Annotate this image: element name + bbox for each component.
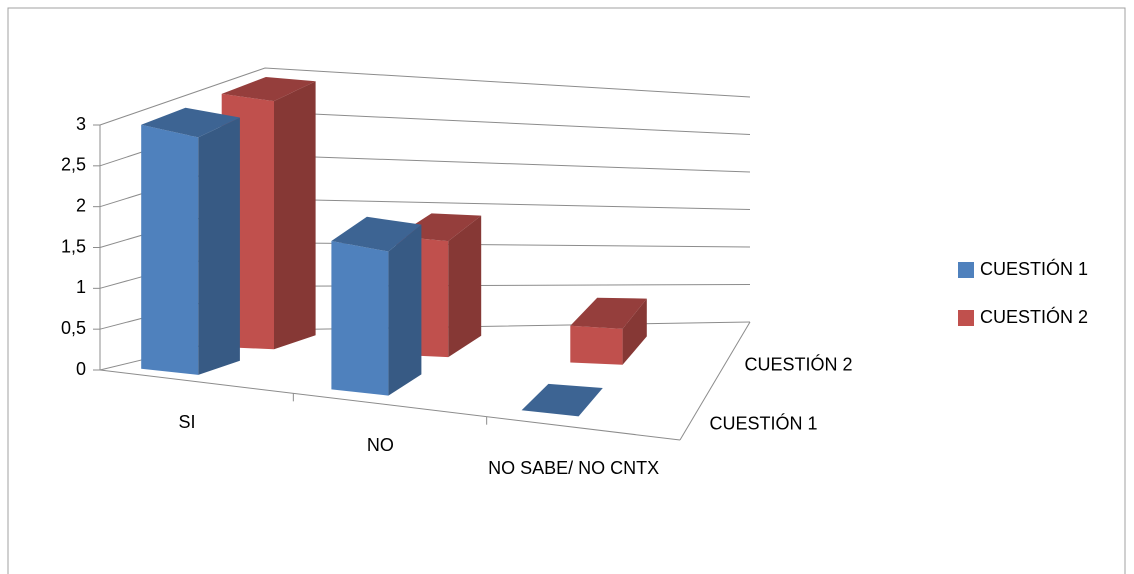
legend-swatch (958, 310, 974, 326)
x-axis (99, 369, 681, 441)
depth-tick-label: CUESTIÓN 1 (710, 412, 818, 433)
bar-front (570, 325, 623, 365)
y-tick-label: 1 (76, 277, 86, 297)
bar (570, 297, 647, 365)
legend-swatch (958, 262, 974, 278)
x-tick-label: NO SABE/ NO CNTX (488, 458, 660, 479)
bar-side (388, 224, 422, 396)
bar-top (141, 107, 240, 138)
frame (7, 7, 1126, 574)
depth-tick-label: CUESTIÓN 2 (745, 353, 853, 374)
bar-side (622, 298, 647, 365)
bar-top (521, 383, 603, 417)
bar-top (221, 77, 316, 102)
grid-line (99, 67, 751, 126)
y-tick-label: 3 (76, 114, 86, 134)
y-tick-label: 1,5 (61, 236, 86, 256)
legend-label: CUESTIÓN 1 (980, 258, 1088, 279)
y-tick-label: 2 (76, 195, 86, 215)
bar-front (141, 124, 199, 375)
bar-side (274, 81, 316, 350)
bar (141, 107, 240, 375)
bar-top (331, 216, 422, 252)
bar-side (198, 117, 240, 375)
x-tick-label: NO (366, 434, 394, 455)
y-tick-label: 0,5 (61, 318, 86, 338)
bar-top (570, 297, 647, 329)
x-tick-label: SI (178, 411, 196, 432)
depth-axis (679, 321, 751, 441)
y-tick-label: 2,5 (61, 155, 86, 175)
y-tick-label: 0 (76, 359, 86, 379)
bar-front (331, 241, 389, 396)
legend-label: CUESTIÓN 2 (980, 306, 1088, 327)
bar-side (448, 215, 482, 358)
bar (521, 383, 603, 417)
bar (331, 216, 422, 396)
